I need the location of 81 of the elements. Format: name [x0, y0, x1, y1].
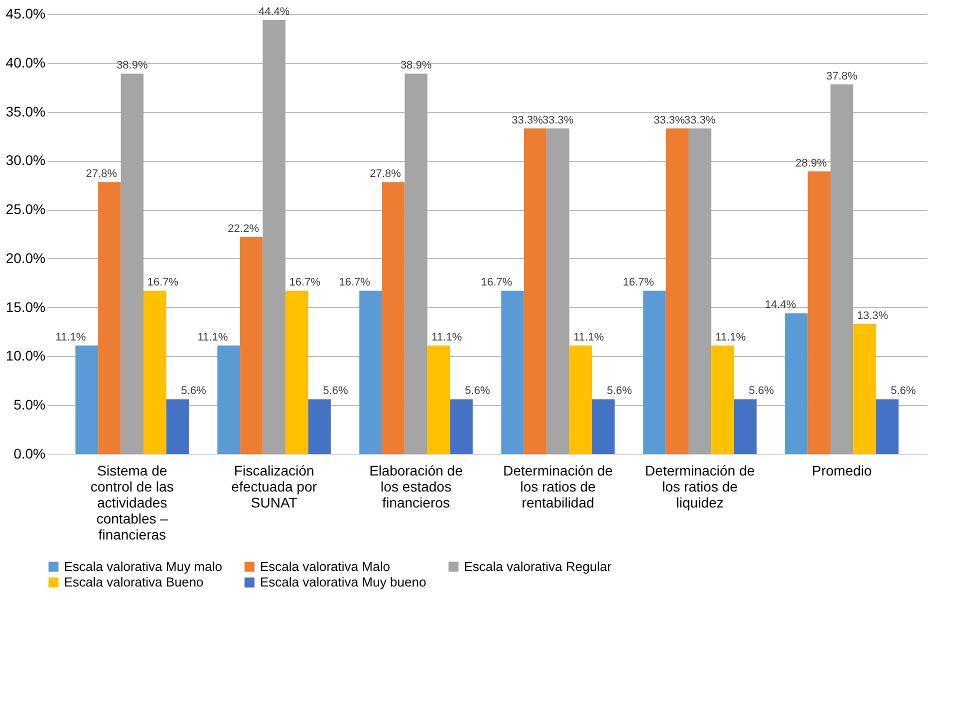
data-label: 14.4%: [764, 299, 796, 312]
data-label: 11.1%: [715, 331, 746, 344]
bar: [785, 313, 808, 454]
x-tick-label: Promedio: [812, 462, 872, 478]
y-tick-label: 5.0%: [14, 396, 46, 413]
data-label: 16.7%: [147, 276, 179, 289]
bar: [166, 399, 189, 454]
bar: [830, 84, 854, 454]
x-tick-label: Determinación de los ratios de rentabilidad: [503, 462, 614, 510]
legend-label: Escala valorativa Muy malo: [64, 558, 222, 574]
data-label: 38.9%: [116, 60, 148, 72]
data-label: 38.9%: [400, 60, 432, 72]
data-label: 5.6%: [181, 385, 206, 398]
data-label: 33.3%: [684, 114, 716, 126]
bar: [427, 345, 450, 454]
data-label: 16.7%: [622, 276, 654, 289]
data-label: 11.1%: [573, 331, 604, 344]
data-label: 22.2%: [228, 222, 260, 235]
x-tick-label: Fiscalización efectuada por SUNAT: [231, 462, 318, 510]
bar: [734, 399, 757, 454]
bar: [569, 345, 592, 454]
x-tick-label: Elaboración de los estados financieros: [369, 462, 463, 510]
bar: [98, 182, 121, 454]
x-tick-label: Determinación de los ratios de liquidez: [645, 462, 755, 510]
data-label: 16.7%: [289, 276, 321, 289]
bar: [666, 128, 689, 454]
data-label: 5.6%: [322, 385, 348, 398]
data-label: 16.7%: [339, 276, 370, 289]
y-tick-label: 25.0%: [6, 201, 46, 218]
bar: [643, 290, 666, 454]
data-label: 44.4%: [258, 6, 290, 18]
legend-label: Escala valorativa Malo: [260, 558, 390, 574]
data-label: 33.3%: [542, 114, 574, 126]
y-tick-label: 15.0%: [6, 298, 46, 315]
bar: [450, 399, 473, 454]
bar: [285, 290, 308, 454]
data-label: 5.6%: [464, 385, 490, 398]
bar: [501, 290, 524, 454]
x-tick-label: Sistema de control de las actividades contables – financieras: [90, 462, 174, 542]
bar: [404, 74, 428, 454]
data-label: 33.3%: [654, 114, 685, 126]
y-tick-label: 0.0%: [14, 446, 46, 462]
data-label: 5.6%: [748, 385, 774, 398]
bar: [592, 399, 615, 454]
bar: [853, 324, 876, 454]
data-label: 33.3%: [512, 114, 544, 126]
data-label: 11.1%: [56, 331, 86, 344]
y-tick-label: 10.0%: [6, 348, 46, 364]
bar: [308, 399, 331, 454]
bar: [217, 345, 240, 454]
y-tick-label: 20.0%: [6, 250, 46, 266]
data-label: 28.9%: [796, 157, 827, 170]
bar: [546, 128, 570, 454]
bar: [808, 171, 830, 454]
data-label: 27.8%: [86, 168, 118, 180]
bar: [144, 290, 166, 454]
legend-label: Escala valorativa Muy bueno: [260, 574, 426, 590]
data-label: 5.6%: [890, 385, 916, 398]
y-tick-label: 45.0%: [6, 6, 46, 22]
data-label: 27.8%: [370, 168, 402, 180]
y-tick-label: 40.0%: [6, 54, 46, 70]
bar: [262, 20, 286, 454]
bar: [688, 128, 712, 454]
data-label: 37.8%: [826, 70, 858, 82]
bar: [240, 236, 263, 454]
legend-label: Escala valorativa Regular: [464, 558, 612, 574]
bar: [75, 345, 98, 454]
data-label: 5.6%: [606, 385, 632, 398]
y-tick-label: 35.0%: [6, 103, 46, 120]
data-label: 11.1%: [197, 331, 228, 344]
data-label: 11.1%: [432, 331, 462, 344]
bar: [524, 128, 547, 454]
bar: [711, 345, 734, 454]
legend-label: Escala valorativa Bueno: [64, 574, 204, 590]
data-label: 16.7%: [480, 276, 512, 289]
bar: [382, 182, 405, 454]
bar: [359, 290, 382, 454]
y-tick-label: 30.0%: [6, 152, 46, 168]
bar: [120, 74, 144, 454]
data-label: 13.3%: [856, 310, 888, 322]
bar: [876, 399, 899, 454]
